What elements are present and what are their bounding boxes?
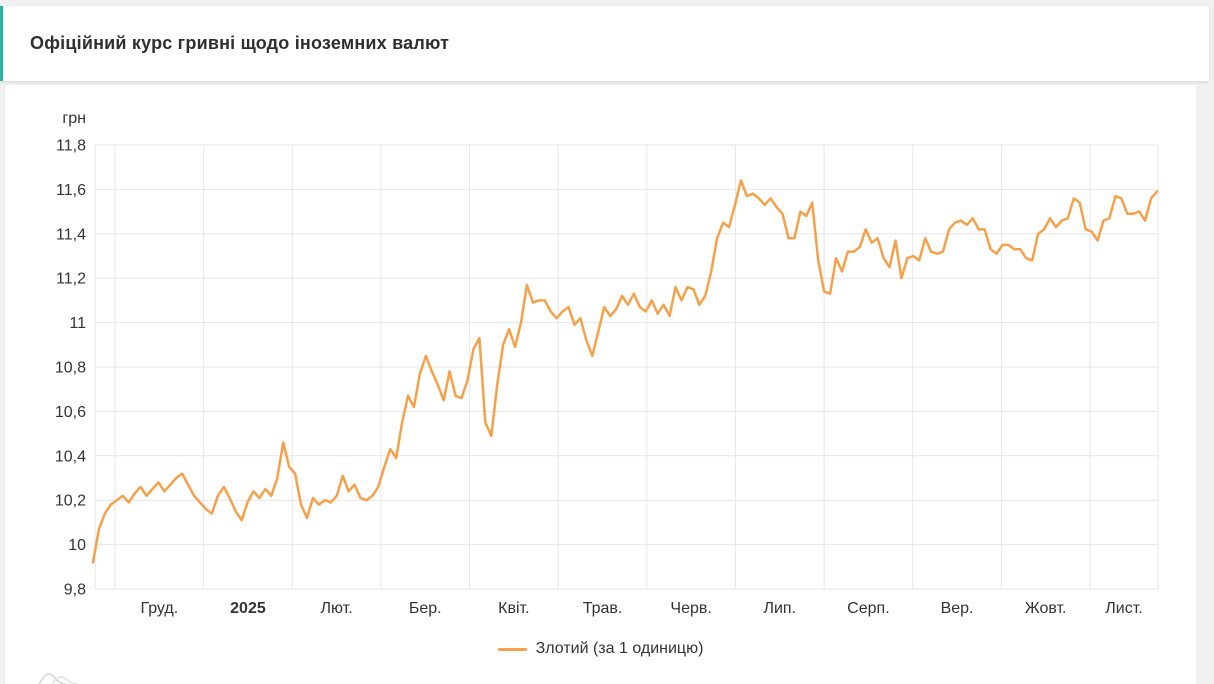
svg-text:Жовт.: Жовт. [1025,600,1067,617]
svg-text:11,8: 11,8 [56,138,86,155]
svg-text:Серп.: Серп. [847,600,889,617]
svg-text:10,8: 10,8 [55,360,86,377]
svg-text:Груд.: Груд. [140,600,178,617]
panel-header: Офіційний курс гривні щодо іноземних вал… [0,6,1209,81]
svg-text:Бер.: Бер. [409,600,442,617]
svg-text:11,2: 11,2 [56,271,86,288]
svg-text:Вер.: Вер. [941,600,974,617]
svg-text:Лист.: Лист. [1105,600,1142,617]
svg-text:Квіт.: Квіт. [498,600,529,617]
svg-text:Лип.: Лип. [763,600,796,617]
svg-text:11: 11 [69,315,86,332]
legend-item-zloty[interactable]: Злотий (за 1 одиницю) [5,640,1196,658]
svg-text:9,8: 9,8 [64,582,86,599]
page-title: Офіційний курс гривні щодо іноземних вал… [30,33,450,53]
legend-label: Злотий (за 1 одиницю) [535,640,704,657]
svg-text:10,2: 10,2 [55,493,86,510]
svg-text:10,6: 10,6 [55,404,86,421]
legend-line-swatch [497,647,527,651]
svg-text:Лют.: Лют. [321,600,353,617]
svg-text:11,4: 11,4 [56,226,86,243]
svg-text:11,6: 11,6 [56,182,86,199]
svg-text:Трав.: Трав. [583,600,623,617]
svg-text:10: 10 [68,537,86,554]
svg-text:10,4: 10,4 [55,448,86,465]
chart-card: 11,8 11,6 11,4 11,2 11 10,8 10,6 10,4 10,2 10 9,8 г… [5,85,1196,684]
exchange-rate-chart[interactable]: 11,8 11,6 11,4 11,2 11 10,8 10,6 10,4 10,2 10 9,8 г… [5,85,1196,684]
svg-text:Черв.: Черв. [670,600,711,617]
svg-text:2025: 2025 [230,600,266,617]
svg-text:грн: грн [62,110,86,127]
watermark-mountains-icon [38,673,79,684]
